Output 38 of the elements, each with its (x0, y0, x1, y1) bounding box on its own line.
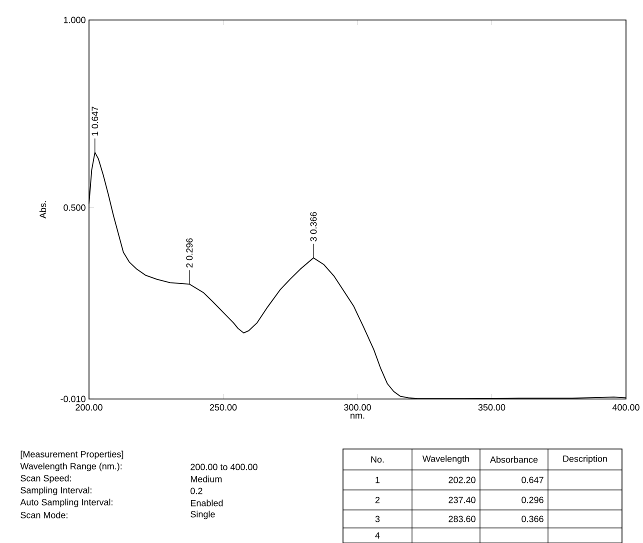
text: Enabled (190, 500, 223, 506)
annotation: 1 0.647 (92, 106, 98, 136)
text: No. (371, 456, 384, 463)
text: 202.20 (448, 476, 476, 484)
x-tick-label: 200.00 (76, 404, 102, 411)
x-tick-label: 400.00 (612, 404, 640, 411)
text: 3 (375, 516, 380, 522)
y-tick-label: 1.000 (64, 16, 86, 24)
x-axis-title: nm. (350, 414, 364, 419)
y-tick-label: 0.500 (64, 204, 86, 211)
text: Absorbance (490, 456, 538, 463)
x-tick-label: 250.00 (210, 404, 237, 411)
text: 0.647 (522, 476, 544, 484)
annotation: 2 0.296 (186, 238, 193, 268)
text: 0.296 (522, 496, 544, 504)
x-tick-label: 350.00 (478, 404, 506, 411)
text: [Measurement Properties] (20, 450, 124, 460)
text: 200.00 to 400.00 (190, 464, 258, 470)
text: 237.40 (448, 496, 476, 504)
text: 4 (375, 532, 380, 539)
x-tick-label: 300.00 (344, 404, 371, 411)
text: 0.366 (522, 516, 544, 522)
text: Scan Speed: (20, 474, 71, 484)
text: 283.60 (448, 516, 476, 522)
text: 2 (375, 496, 380, 504)
text: Auto Sampling Interval: (20, 498, 112, 508)
text: Medium (190, 476, 222, 482)
text: 0.2 (190, 488, 202, 494)
text: Description (563, 455, 607, 464)
text: Scan Mode: (20, 512, 68, 518)
text: Wavelength (422, 455, 470, 464)
annotation: 3 0.366 (310, 212, 317, 242)
y-axis-title: Abs. (39, 201, 46, 218)
y-tick-label: -0.010 (60, 396, 86, 402)
text: 1 (376, 476, 380, 484)
text: Sampling Interval: (20, 486, 92, 496)
text: Single (190, 510, 215, 520)
text: Wavelength Range (nm.): (20, 462, 122, 472)
